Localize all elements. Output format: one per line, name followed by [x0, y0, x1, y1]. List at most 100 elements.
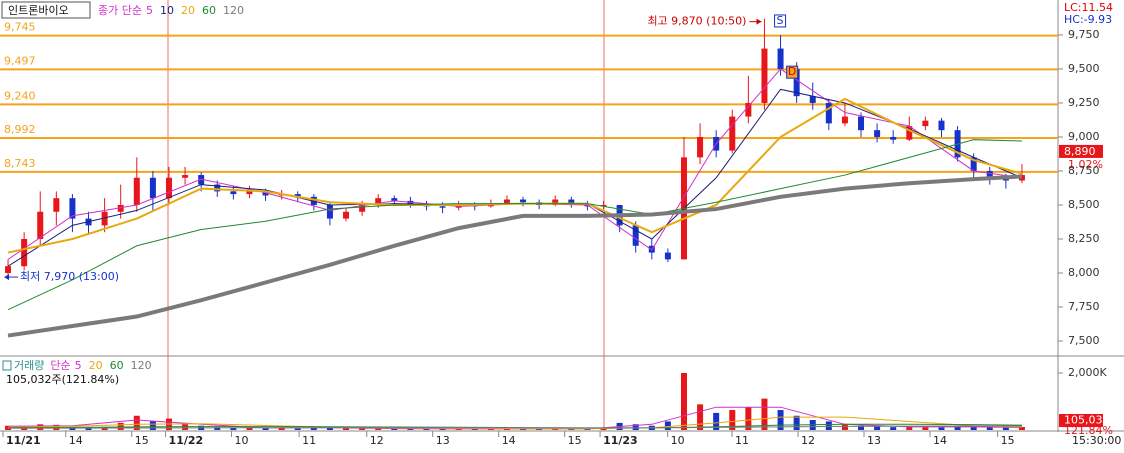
x-tick-label: 10 — [671, 434, 685, 447]
volume-bar — [568, 429, 575, 430]
signal: S — [777, 14, 784, 27]
volume-icon — [2, 360, 12, 371]
candle-body — [5, 266, 12, 273]
title-box — [1, 1, 91, 19]
candle-body — [37, 211, 44, 239]
volume-bar — [841, 424, 848, 430]
volume-bar — [423, 428, 430, 430]
volume-bar — [343, 428, 350, 430]
y-tick-label: 9,000 — [1068, 130, 1100, 143]
volume-bar — [777, 410, 784, 430]
candle-body — [777, 48, 784, 69]
volume-bar — [85, 427, 92, 430]
volume-bar — [825, 421, 832, 430]
candle-body — [21, 238, 28, 267]
volume-bar — [761, 398, 768, 430]
x-tick-label: 11/23 — [603, 434, 638, 447]
candle-body — [230, 191, 237, 195]
candle-body — [793, 68, 800, 97]
x-tick-label: 15 — [135, 434, 149, 447]
volume-bar — [230, 427, 237, 430]
candle-body — [439, 206, 446, 208]
x-tick-label: 11 — [302, 434, 316, 447]
volume-bar — [793, 415, 800, 430]
candle-body — [326, 204, 333, 219]
volume-bar — [922, 427, 929, 430]
level-label: 9,240 — [4, 89, 36, 102]
level-label: 9,745 — [4, 21, 36, 34]
volume-bar — [713, 412, 720, 430]
volume-bar — [600, 428, 607, 430]
volume-bar — [471, 429, 478, 430]
volume-bar — [133, 415, 140, 430]
y-tick-label: 9,500 — [1068, 62, 1100, 75]
candle-body — [600, 204, 607, 207]
candle-body — [729, 116, 736, 151]
volume-y-tick-label: 2,000K — [1068, 366, 1107, 379]
volume-bar — [954, 425, 961, 430]
volume-bar — [117, 422, 124, 430]
moving-average — [8, 425, 1022, 429]
chart-title: 인트론바이오 — [8, 4, 69, 17]
candle-body — [552, 199, 559, 205]
volume-bar — [326, 426, 333, 430]
signal-box — [786, 65, 799, 79]
candle-body — [133, 177, 140, 205]
candle-body — [149, 177, 156, 199]
high-note: 최고 9,870 (10:50) — [647, 15, 746, 28]
moving-average — [8, 416, 1022, 430]
hc-label: HC:-9.93 — [1064, 13, 1112, 26]
candle-body — [391, 198, 398, 201]
volume-summary: 105,032주(121.84%) — [6, 373, 119, 386]
volume-bar — [375, 428, 382, 430]
volume-bar — [278, 428, 285, 430]
legend-entry: 20 — [181, 4, 195, 17]
legend: 종가 단순 5 10 20 60 120 — [98, 4, 244, 17]
candle-body — [970, 157, 977, 171]
y-tick-label: 8,750 — [1068, 164, 1100, 177]
candle-body — [375, 198, 382, 205]
x-tick-label: 12 — [370, 434, 384, 447]
legend-entry: 10 — [160, 4, 174, 17]
legend-entry: 120 — [223, 4, 244, 17]
lc-label: LC:11.54 — [1064, 1, 1113, 14]
candle-body — [632, 225, 639, 246]
candle-body — [922, 120, 929, 127]
volume-bar — [858, 425, 865, 430]
price-change: 1.02% — [1068, 158, 1103, 171]
volume-bar — [906, 426, 913, 430]
candle-body — [890, 136, 897, 140]
low-note: 최저 7,970 (13:00) — [20, 270, 119, 283]
x-tick-label: 11/22 — [169, 434, 204, 447]
candle-body — [664, 252, 671, 260]
volume-tag — [1059, 414, 1103, 428]
high-arrow-head — [756, 18, 762, 25]
legend-entry: 단순 — [50, 359, 70, 372]
candle-body — [359, 204, 366, 212]
candle-body — [101, 211, 108, 226]
y-tick-label: 9,250 — [1068, 96, 1100, 109]
moving-average — [7, 139, 1022, 311]
candle-body — [938, 120, 945, 131]
x-tick-label: 15 — [1001, 434, 1015, 447]
x-tick-label: 14 — [502, 434, 516, 447]
candle-body — [262, 191, 269, 196]
x-tick-label: 11 — [735, 434, 749, 447]
candle-body — [906, 126, 913, 140]
legend-entry: 120 — [131, 359, 152, 372]
volume-tag-label: 105,032 — [1064, 414, 1110, 427]
y-tick-label: 8,000 — [1068, 266, 1100, 279]
candle-body — [809, 96, 816, 103]
candle-body — [343, 211, 350, 219]
level-label: 8,992 — [4, 123, 36, 136]
volume-bar — [439, 428, 446, 430]
y-tick-label: 8,250 — [1068, 232, 1100, 245]
candle-body — [761, 48, 768, 103]
volume-bar — [294, 428, 301, 430]
candle-body — [182, 175, 189, 178]
volume-bar — [729, 410, 736, 430]
candle-body — [986, 170, 993, 178]
legend-entry: 60 — [202, 4, 216, 17]
volume-bar — [310, 427, 317, 430]
